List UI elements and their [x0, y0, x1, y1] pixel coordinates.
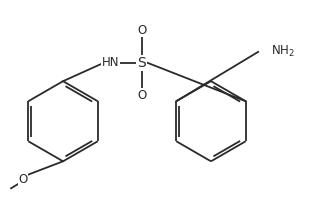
Text: O: O [137, 88, 146, 101]
Text: HN: HN [102, 56, 119, 69]
Text: O: O [137, 24, 146, 37]
Text: NH$_2$: NH$_2$ [271, 44, 295, 59]
Text: S: S [137, 56, 146, 70]
Text: O: O [18, 173, 28, 186]
